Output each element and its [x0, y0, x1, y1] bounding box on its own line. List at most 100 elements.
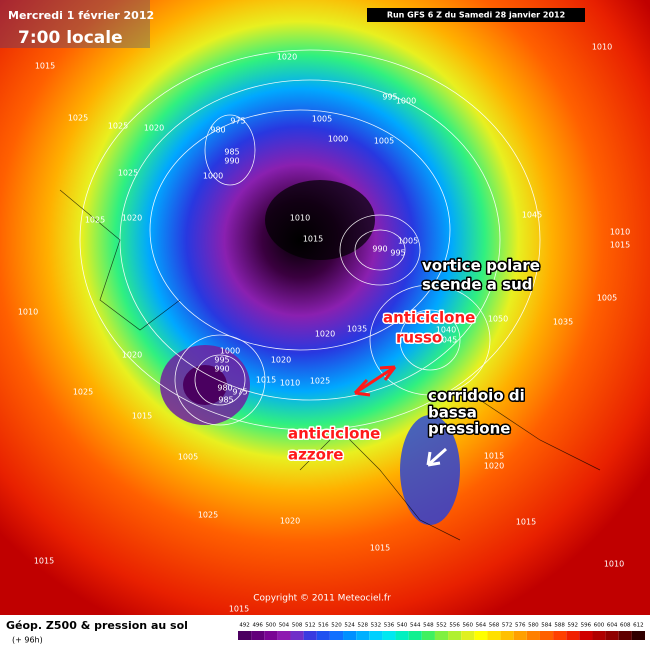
colorbar-label: 576	[515, 623, 526, 629]
isobar-label: 1050	[488, 315, 508, 324]
annotation: anticiclone	[383, 309, 475, 327]
colorbar-swatch	[316, 631, 330, 640]
colorbar-swatch	[631, 631, 645, 640]
colorbar-swatch	[264, 631, 278, 640]
colorbar-label: 540	[397, 623, 408, 629]
isobar-label: 990	[372, 245, 387, 254]
isobar-label: 995	[214, 356, 229, 365]
isobar-label: 985	[218, 396, 233, 405]
colorbar-swatch	[303, 631, 317, 640]
isobar-label: 1025	[108, 122, 128, 131]
isobar-label: 980	[210, 126, 225, 135]
isobar-label: 1025	[310, 377, 330, 386]
isobar-label: 1015	[484, 452, 504, 461]
isobar-label: 1020	[271, 356, 291, 365]
annotation: russo	[396, 329, 442, 347]
colorbar-label: 556	[449, 623, 460, 629]
colorbar-swatch	[513, 631, 527, 640]
colorbar-swatch	[329, 631, 344, 640]
isobar-label: 1025	[68, 114, 88, 123]
isobar-label: 1015	[370, 544, 390, 553]
colorbar-swatch	[395, 631, 409, 640]
annotation: bassa	[428, 404, 477, 422]
colorbar-label: 516	[318, 623, 329, 629]
colorbar-swatch	[382, 631, 396, 640]
colorbar-swatch	[553, 631, 567, 640]
colorbar-swatch	[277, 631, 291, 640]
trough	[400, 415, 460, 525]
annotation: scende a sud	[422, 276, 533, 294]
isobar-label: 1010	[290, 214, 310, 223]
colorbar: 492 496 500 504 508 512 516 520 524 528 532 536 540 5…	[238, 623, 645, 640]
colorbar-label: 572	[502, 623, 513, 629]
annotation: corridoio di	[428, 387, 525, 405]
footer-title: Géop. Z500 & pression au sol	[6, 619, 188, 632]
colorbar-swatch	[474, 631, 488, 640]
colorbar-label: 512	[305, 623, 316, 629]
colorbar-label: 504	[279, 623, 290, 629]
colorbar-label: 492	[239, 623, 250, 629]
isobar-label: 1015	[34, 557, 54, 566]
isobar-label: 1035	[347, 325, 367, 334]
isobar-label: 1010	[610, 228, 630, 237]
colorbar-label: 588	[554, 623, 565, 629]
colorbar-label: 580	[528, 623, 539, 629]
colorbar-swatch	[434, 631, 449, 640]
isobar-label: 1005	[312, 115, 332, 124]
colorbar-swatch	[238, 631, 252, 640]
colorbar-label: 604	[607, 623, 618, 629]
colorbar-swatch	[526, 631, 540, 640]
isobar-label: 1025	[198, 511, 218, 520]
run: Run GFS 6 Z du Samedi 28 janvier 2012	[387, 11, 565, 20]
isobar-label: 1020	[144, 124, 164, 133]
copyright: Copyright © 2011 Meteociel.fr	[253, 594, 391, 604]
isobar-label: 1015	[516, 518, 536, 527]
isobar-label: 1000	[328, 135, 348, 144]
isobar-label: 1015	[132, 412, 152, 421]
arrow	[426, 447, 447, 467]
isobar-label: 1015	[35, 62, 55, 71]
isobar-label: 1005	[398, 237, 418, 246]
isobar-label: 995	[382, 93, 397, 102]
isobar-label: 1025	[73, 388, 93, 397]
low-core	[183, 365, 227, 405]
coastlines	[59, 189, 601, 541]
colorbar-swatch	[539, 631, 554, 640]
colorbar-label: 520	[331, 623, 342, 629]
arrow	[353, 365, 397, 397]
isobar-label: 1025	[85, 216, 105, 225]
isobar-label: 1015	[256, 376, 276, 385]
colorbar-label: 592	[568, 623, 579, 629]
colorbar-label: 508	[292, 623, 303, 629]
isobar-label: 1020	[277, 53, 297, 62]
colorbar-label: 596	[581, 623, 592, 629]
colorbar-swatch	[290, 631, 304, 640]
isobar-label: 975	[230, 117, 245, 126]
colorbar-swatch	[369, 631, 383, 640]
colorbar-swatch	[579, 631, 593, 640]
header-bg	[0, 0, 150, 48]
colorbar-swatch	[618, 631, 632, 640]
isobar-label: 1020	[122, 214, 142, 223]
isobar-label: 990	[224, 157, 239, 166]
isobar-label: 1000	[396, 97, 416, 106]
colorbar-label: 544	[410, 623, 421, 629]
isobar-label: 1010	[280, 379, 300, 388]
colorbar-label: 564	[476, 623, 487, 629]
z500-field	[0, 0, 650, 615]
isobar-label: 1045	[522, 211, 542, 220]
colorbar-label: 584	[541, 623, 552, 629]
annotation: vortice polare	[422, 257, 540, 275]
isobar-label: 1045	[437, 336, 457, 345]
vortex-core	[265, 180, 375, 260]
date: Mercredi 1 février 2012	[8, 9, 154, 22]
colorbar-label: 608	[620, 623, 631, 629]
isobar-label: 980	[217, 384, 232, 393]
isobar-label: 1020	[484, 462, 504, 471]
isobar-label: 1005	[597, 294, 617, 303]
isobar-label: 1005	[178, 453, 198, 462]
isobar-label: 1015	[610, 241, 630, 250]
colorbar-label: 532	[371, 623, 382, 629]
colorbar-label: 528	[357, 623, 368, 629]
colorbar-label: 524	[344, 623, 355, 629]
